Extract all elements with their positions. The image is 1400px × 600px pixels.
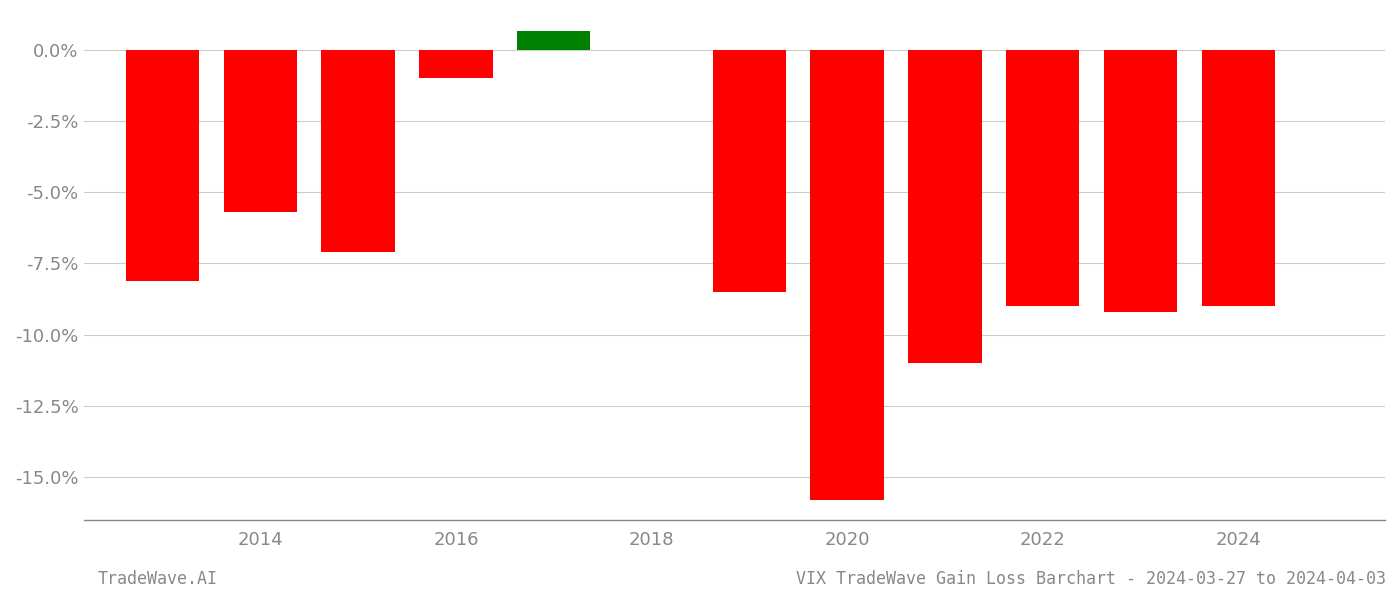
Bar	[1103, 50, 1177, 312]
Bar	[224, 50, 297, 212]
Bar	[126, 50, 199, 281]
Bar	[419, 50, 493, 78]
Bar	[322, 50, 395, 252]
Bar	[713, 50, 785, 292]
Bar	[909, 50, 981, 363]
Bar	[1201, 50, 1275, 306]
Text: TradeWave.AI: TradeWave.AI	[98, 570, 218, 588]
Bar	[811, 50, 883, 500]
Bar	[517, 31, 591, 50]
Bar	[1007, 50, 1079, 306]
Text: VIX TradeWave Gain Loss Barchart - 2024-03-27 to 2024-04-03: VIX TradeWave Gain Loss Barchart - 2024-…	[797, 570, 1386, 588]
